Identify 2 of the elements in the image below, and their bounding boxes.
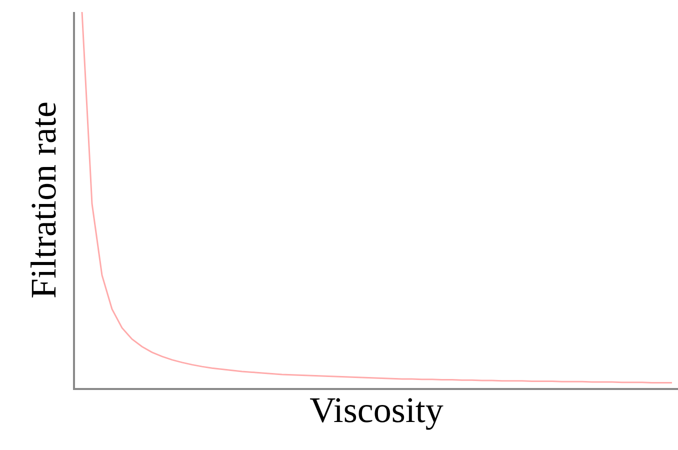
x-axis-title: Viscosity — [310, 390, 444, 430]
y-axis-title: Filtration rate — [23, 102, 64, 298]
